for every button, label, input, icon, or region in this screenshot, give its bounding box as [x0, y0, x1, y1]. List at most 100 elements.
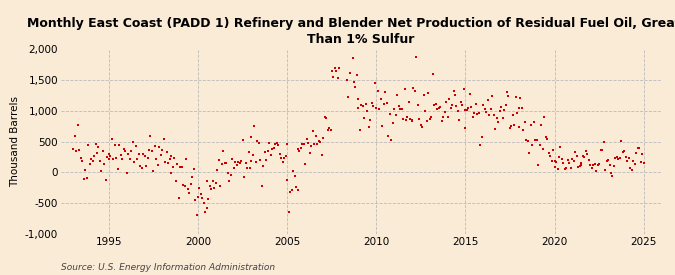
Point — [560, 166, 570, 171]
Point — [591, 169, 601, 173]
Point — [292, 147, 303, 152]
Point — [88, 153, 99, 158]
Point — [509, 123, 520, 127]
Point — [70, 133, 80, 138]
Point — [506, 123, 517, 128]
Point — [598, 139, 609, 144]
Point — [588, 162, 599, 167]
Point — [620, 155, 631, 159]
Point — [323, 126, 334, 130]
Point — [187, 175, 198, 180]
Point — [414, 117, 425, 122]
Point — [452, 109, 463, 114]
Point — [387, 121, 398, 126]
Point — [408, 85, 418, 90]
Point — [356, 103, 367, 107]
Point — [410, 89, 421, 94]
Point — [181, 157, 192, 161]
Point — [622, 159, 632, 163]
Point — [360, 102, 371, 106]
Point — [404, 100, 414, 104]
Point — [109, 142, 120, 147]
Point — [395, 107, 406, 111]
Point — [396, 107, 407, 111]
Point — [207, 179, 218, 183]
Point — [80, 168, 90, 172]
Point — [497, 116, 508, 120]
Point — [564, 161, 575, 166]
Point — [129, 160, 140, 164]
Point — [603, 158, 614, 162]
Point — [249, 124, 260, 128]
Point — [222, 171, 233, 175]
Point — [518, 128, 529, 132]
Point — [126, 149, 136, 153]
Point — [160, 160, 171, 164]
Point — [421, 119, 432, 123]
Point — [265, 153, 276, 158]
Point — [435, 104, 446, 109]
Point — [277, 160, 288, 164]
Point — [333, 66, 344, 71]
Point — [303, 141, 314, 145]
Point — [549, 164, 560, 169]
Point — [267, 147, 277, 152]
Point — [429, 103, 439, 107]
Point — [529, 120, 539, 124]
Point — [353, 97, 364, 101]
Point — [169, 156, 180, 160]
Point — [481, 110, 491, 114]
Point — [95, 159, 105, 163]
Point — [101, 178, 111, 182]
Point — [341, 78, 352, 82]
Point — [389, 107, 400, 111]
Point — [412, 103, 423, 108]
Point — [441, 100, 452, 104]
Point — [218, 148, 229, 153]
Point — [605, 171, 616, 176]
Point — [477, 135, 487, 139]
Point — [92, 151, 103, 155]
Point — [312, 142, 323, 146]
Point — [614, 156, 625, 160]
Point — [148, 168, 159, 173]
Point — [120, 149, 131, 153]
Point — [374, 107, 385, 111]
Point — [348, 80, 359, 84]
Point — [234, 161, 245, 166]
Point — [454, 118, 465, 122]
Point — [225, 173, 236, 178]
Point — [322, 127, 333, 132]
Point — [418, 93, 429, 97]
Point — [297, 142, 308, 146]
Point — [639, 161, 649, 166]
Point — [150, 144, 161, 148]
Point — [93, 145, 104, 149]
Point — [402, 115, 413, 119]
Point — [625, 166, 636, 170]
Point — [579, 155, 590, 159]
Point — [211, 181, 221, 185]
Point — [561, 166, 572, 170]
Point — [613, 157, 624, 162]
Point — [398, 117, 408, 121]
Point — [166, 154, 177, 158]
Point — [166, 171, 177, 175]
Point — [405, 117, 416, 121]
Point — [433, 105, 444, 110]
Point — [423, 90, 433, 95]
Point — [411, 55, 422, 59]
Point — [524, 150, 535, 155]
Point — [582, 152, 593, 156]
Point — [329, 65, 340, 70]
Point — [530, 138, 541, 142]
Point — [191, 212, 202, 217]
Point — [535, 143, 545, 147]
Point — [198, 200, 209, 205]
Point — [228, 166, 239, 170]
Point — [632, 146, 643, 150]
Point — [264, 141, 275, 145]
Point — [427, 72, 438, 76]
Point — [319, 114, 330, 119]
Point — [375, 97, 386, 101]
